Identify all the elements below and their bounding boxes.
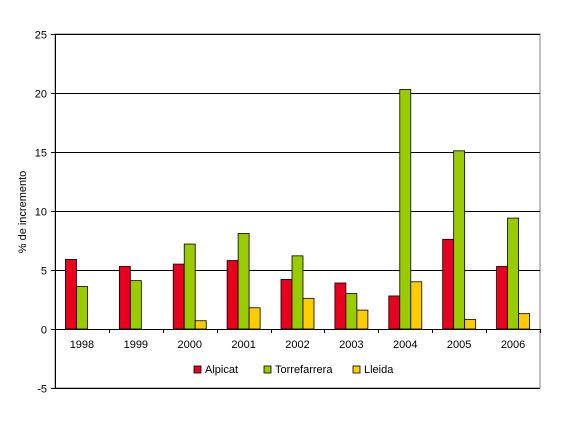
bar-torrefarrera-1999 — [129, 280, 142, 330]
legend-swatch-lleida — [352, 365, 361, 374]
x-tick-label: 1998 — [70, 339, 94, 351]
grid-lines — [54, 33, 541, 389]
bar-alpicat-1999 — [118, 266, 131, 330]
legend-swatch-alpicat — [193, 365, 202, 374]
legend-label-torrefarrera: Torrefarrera — [275, 364, 333, 376]
y-tick-label: -5 — [37, 384, 47, 396]
x-tick-label: 2004 — [393, 339, 417, 351]
x-tick-label: 2006 — [501, 339, 525, 351]
bar-lleida-2004 — [410, 281, 423, 330]
bar-alpicat-2006 — [496, 266, 508, 330]
bar-torrefarrera-2001 — [237, 233, 250, 330]
x-tick-label: 2001 — [231, 339, 255, 351]
bars — [65, 89, 530, 330]
bar-alpicat-2001 — [226, 260, 239, 330]
bar-torrefarrera-2002 — [291, 255, 304, 330]
legend-label-alpicat: Alpicat — [205, 364, 238, 376]
y-tick-label: 25 — [35, 30, 47, 42]
bar-lleida-2002 — [302, 297, 315, 330]
y-tick-label: 15 — [35, 148, 47, 160]
x-tick-label: 2000 — [177, 339, 201, 351]
bar-torrefarrera-2004 — [399, 89, 412, 330]
bar-alpicat-2005 — [442, 238, 455, 330]
y-tick-label: 10 — [35, 207, 47, 219]
bar-alpicat-2004 — [388, 295, 401, 330]
x-axis: 1998 1999 2000 2001 2002 2003 2004 2005 2006 — [55, 329, 541, 351]
y-axis: -5 0 5 10 15 20 25 — [35, 30, 56, 396]
bar-torrefarrera-1998 — [76, 286, 88, 330]
bar-torrefarrera-2006 — [507, 217, 519, 330]
legend-swatch-torrefarrera — [263, 365, 272, 374]
bar-alpicat-2002 — [280, 279, 293, 330]
y-tick-label: 5 — [41, 266, 47, 278]
bar-alpicat-2000 — [172, 263, 185, 330]
bar-alpicat-1998 — [65, 258, 77, 330]
bar-lleida-2000 — [194, 320, 207, 330]
bar-lleida-2001 — [248, 307, 261, 330]
x-tick-label: 2002 — [285, 339, 309, 351]
bar-lleida-2005 — [464, 319, 477, 330]
bar-alpicat-2003 — [334, 282, 347, 330]
bar-lleida-2003 — [356, 309, 369, 330]
y-tick-label: 20 — [35, 89, 47, 101]
x-tick-label: 2003 — [339, 339, 363, 351]
bar-torrefarrera-2003 — [345, 293, 358, 330]
bar-torrefarrera-2005 — [453, 150, 466, 330]
legend: Alpicat Torrefarrera Lleida — [193, 364, 394, 376]
x-tick-label: 1999 — [124, 339, 148, 351]
bar-lleida-2006 — [518, 313, 530, 330]
bar-torrefarrera-2000 — [183, 243, 196, 330]
x-tick-label: 2005 — [447, 339, 471, 351]
legend-label-lleida: Lleida — [364, 364, 394, 376]
y-tick-label: 0 — [41, 325, 47, 337]
y-axis-label: % de incremento — [17, 171, 29, 254]
